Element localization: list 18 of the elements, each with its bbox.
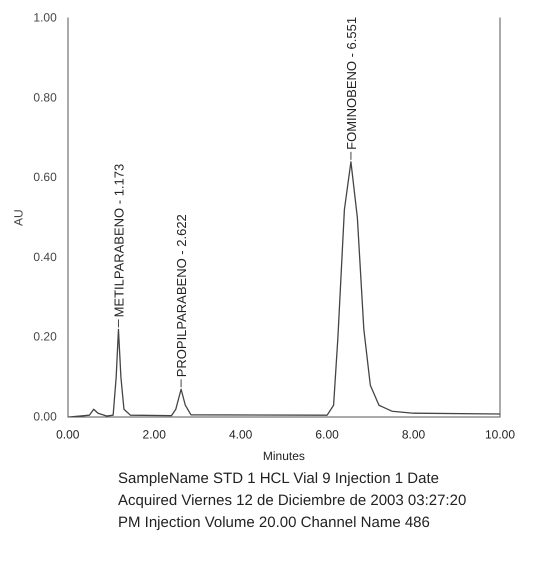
annotation: PROPILPARABENO - 2.622 — [174, 214, 190, 378]
x-tick-label: 2.00 — [142, 428, 166, 442]
y-tick-label: 0.20 — [33, 330, 58, 344]
y-tick-label: 0.60 — [33, 170, 58, 184]
x-tick-label: 8.00 — [402, 428, 426, 442]
annotation: FOMINOBENO - 6.551 — [344, 16, 359, 150]
y-tick-label: 0.00 — [33, 410, 58, 424]
annotation: METILPARABENO - 1.173 — [111, 164, 126, 318]
y-tick-label: 1.00 — [33, 10, 58, 25]
x-tick-label: 10.00 — [484, 428, 516, 442]
y-tick-label: 0.80 — [33, 90, 58, 104]
x-axis-title: Minutes — [262, 449, 305, 464]
x-tick-label: 0.00 — [56, 428, 80, 442]
y-tick-label: 0.40 — [33, 250, 58, 264]
text: SampleName STD 1 HCL Vial 9 Injection 1 Date Acquired Viernes 12 de Diciembre de 2003 03:27:20 PM Injection Volume 20.00 Channel Name 486 — [118, 469, 468, 533]
y-axis-title: AU — [12, 209, 26, 226]
x-tick-label: 4.00 — [228, 428, 253, 442]
x-tick-label: 6.00 — [315, 428, 340, 442]
